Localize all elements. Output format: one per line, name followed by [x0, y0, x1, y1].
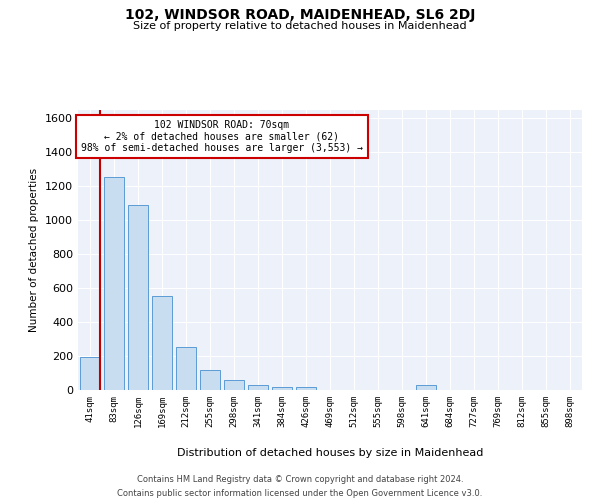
Text: Contains HM Land Registry data © Crown copyright and database right 2024.
Contai: Contains HM Land Registry data © Crown c… [118, 476, 482, 498]
Bar [416, 385, 436, 390]
Bar [272, 386, 292, 390]
Text: 102, WINDSOR ROAD, MAIDENHEAD, SL6 2DJ: 102, WINDSOR ROAD, MAIDENHEAD, SL6 2DJ [125, 8, 475, 22]
Y-axis label: Number of detached properties: Number of detached properties [29, 168, 40, 332]
Text: Size of property relative to detached houses in Maidenhead: Size of property relative to detached ho… [133, 21, 467, 31]
Bar [200, 370, 220, 390]
Bar [152, 296, 172, 390]
Text: 102 WINDSOR ROAD: 70sqm
← 2% of detached houses are smaller (62)
98% of semi-det: 102 WINDSOR ROAD: 70sqm ← 2% of detached… [80, 120, 362, 153]
Bar [128, 205, 148, 390]
Bar [80, 357, 100, 390]
Bar [224, 380, 244, 390]
Bar [176, 346, 196, 390]
Bar [104, 177, 124, 390]
Bar [248, 385, 268, 390]
Bar [296, 388, 316, 390]
Text: Distribution of detached houses by size in Maidenhead: Distribution of detached houses by size … [177, 448, 483, 458]
